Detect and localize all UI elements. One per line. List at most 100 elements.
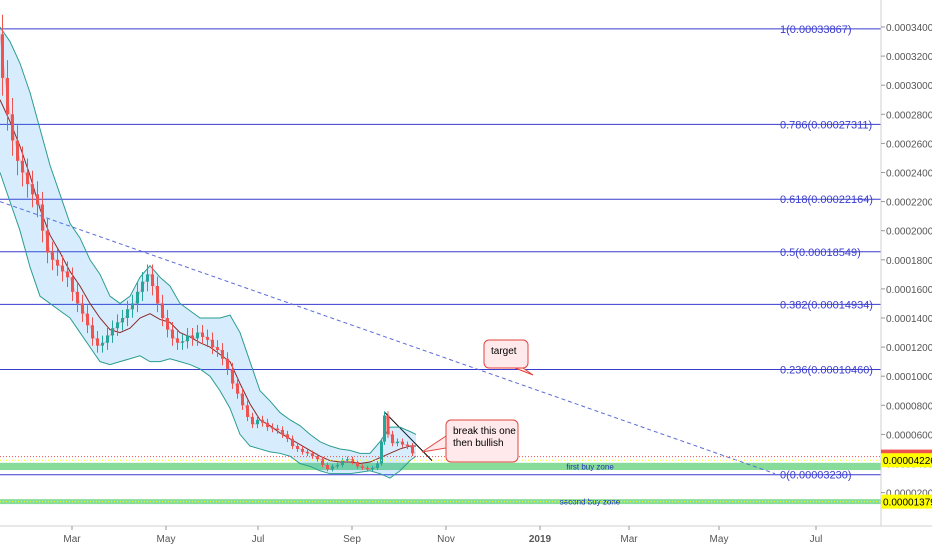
- candle-body: [371, 468, 374, 469]
- buy-zone-label: second buy zone: [560, 498, 621, 507]
- y-tick-label: 0.00028000: [886, 110, 932, 121]
- candle-body: [201, 333, 204, 337]
- candle-body: [21, 161, 24, 173]
- candle-body: [301, 449, 304, 452]
- candle-body: [111, 328, 114, 335]
- x-tick-label: May: [157, 534, 176, 545]
- y-tick-label: 0.00026000: [886, 139, 932, 150]
- candle-body: [246, 405, 249, 417]
- x-tick-label: 2019: [529, 534, 552, 545]
- x-tick-label: May: [710, 534, 729, 545]
- candle-body: [166, 318, 169, 330]
- candle-body: [221, 350, 224, 359]
- candle-body: [176, 338, 179, 342]
- x-tick-label: Mar: [63, 534, 81, 545]
- plot-area[interactable]: first buy zone second buy zone 1(0.000338…: [0, 0, 881, 526]
- candle-body: [151, 274, 154, 286]
- candle-body: [396, 442, 399, 443]
- candle-body: [341, 461, 344, 465]
- fib-label: 0.618(0.00022164): [780, 194, 873, 206]
- candle-body: [136, 292, 139, 304]
- candle-body: [101, 343, 104, 346]
- candle-body: [261, 420, 264, 423]
- y-tick-label: 0.00032000: [886, 52, 932, 63]
- candle-body: [401, 442, 404, 445]
- candle-body: [161, 303, 164, 318]
- candle-body: [231, 369, 234, 384]
- candle-body: [236, 383, 239, 393]
- candle-body: [336, 465, 339, 466]
- candle-body: [206, 337, 209, 340]
- callout-text: target: [491, 346, 517, 357]
- candle-body: [186, 335, 189, 341]
- candle-body: [46, 231, 49, 253]
- candle-body: [96, 338, 99, 345]
- candle-body: [91, 325, 94, 338]
- fib-label: 0.382(0.00014934): [780, 299, 873, 311]
- candle-body: [411, 446, 414, 453]
- fib-label: 0.786(0.00027311): [780, 119, 872, 131]
- candle-body: [226, 359, 229, 369]
- x-tick-label: Jul: [810, 534, 823, 545]
- callout-text: then bullish: [453, 438, 504, 449]
- candle-body: [61, 266, 64, 272]
- candle-body: [1, 34, 4, 78]
- candle-body: [326, 465, 329, 469]
- x-tick-label: Mar: [620, 534, 638, 545]
- candle-body: [366, 468, 369, 469]
- candle-body: [31, 184, 34, 194]
- fib-label: 0.236(0.00010460): [780, 365, 873, 377]
- candle-body: [276, 429, 279, 430]
- x-axis[interactable]: Mar May Jul Sep Nov 2019 Mar May Jul: [0, 526, 932, 545]
- price-marker-value: 0.00004226: [883, 456, 932, 467]
- candle-body: [271, 427, 274, 428]
- candle-body: [296, 446, 299, 449]
- x-tick-label: Nov: [437, 534, 455, 545]
- candle-body: [121, 318, 124, 322]
- candle-body: [81, 303, 84, 313]
- price-marker-labels: 0.000044750.000042260.00001379: [881, 450, 932, 509]
- candle-body: [211, 340, 214, 347]
- candle-body: [106, 335, 109, 342]
- candle-body: [141, 282, 144, 292]
- candle-body: [16, 140, 19, 160]
- candle-body: [36, 194, 39, 204]
- candle-body: [331, 466, 334, 469]
- buy-zone-label: first buy zone: [566, 462, 614, 471]
- candle-body: [26, 173, 29, 185]
- candle-body: [391, 434, 394, 443]
- candle-body: [356, 462, 359, 466]
- y-tick-label: 0.00008000: [886, 401, 932, 412]
- candle-body: [181, 341, 184, 342]
- candle-body: [256, 420, 259, 424]
- fib-label: 0(0.00003230): [780, 470, 852, 482]
- candle-body: [66, 271, 69, 277]
- candle-body: [241, 394, 244, 406]
- candle-body: [131, 303, 134, 309]
- candle-body: [6, 78, 9, 114]
- x-tick-label: Sep: [343, 534, 361, 545]
- candle-body: [11, 114, 14, 140]
- candle-body: [306, 452, 309, 453]
- candle-body: [191, 335, 194, 338]
- candle-body: [156, 286, 159, 303]
- candle-body: [387, 415, 390, 434]
- candle-body: [171, 330, 174, 339]
- candle-body: [291, 439, 294, 446]
- price-marker-value: 0.00001379: [883, 498, 932, 509]
- candle-body: [406, 445, 409, 446]
- candle-body: [286, 434, 289, 438]
- x-tick-label: Jul: [252, 534, 265, 545]
- fib-label: 0.5(0.00018549): [780, 247, 861, 259]
- candle-body: [251, 417, 254, 424]
- candle-body: [41, 205, 44, 231]
- candle-body: [116, 322, 119, 328]
